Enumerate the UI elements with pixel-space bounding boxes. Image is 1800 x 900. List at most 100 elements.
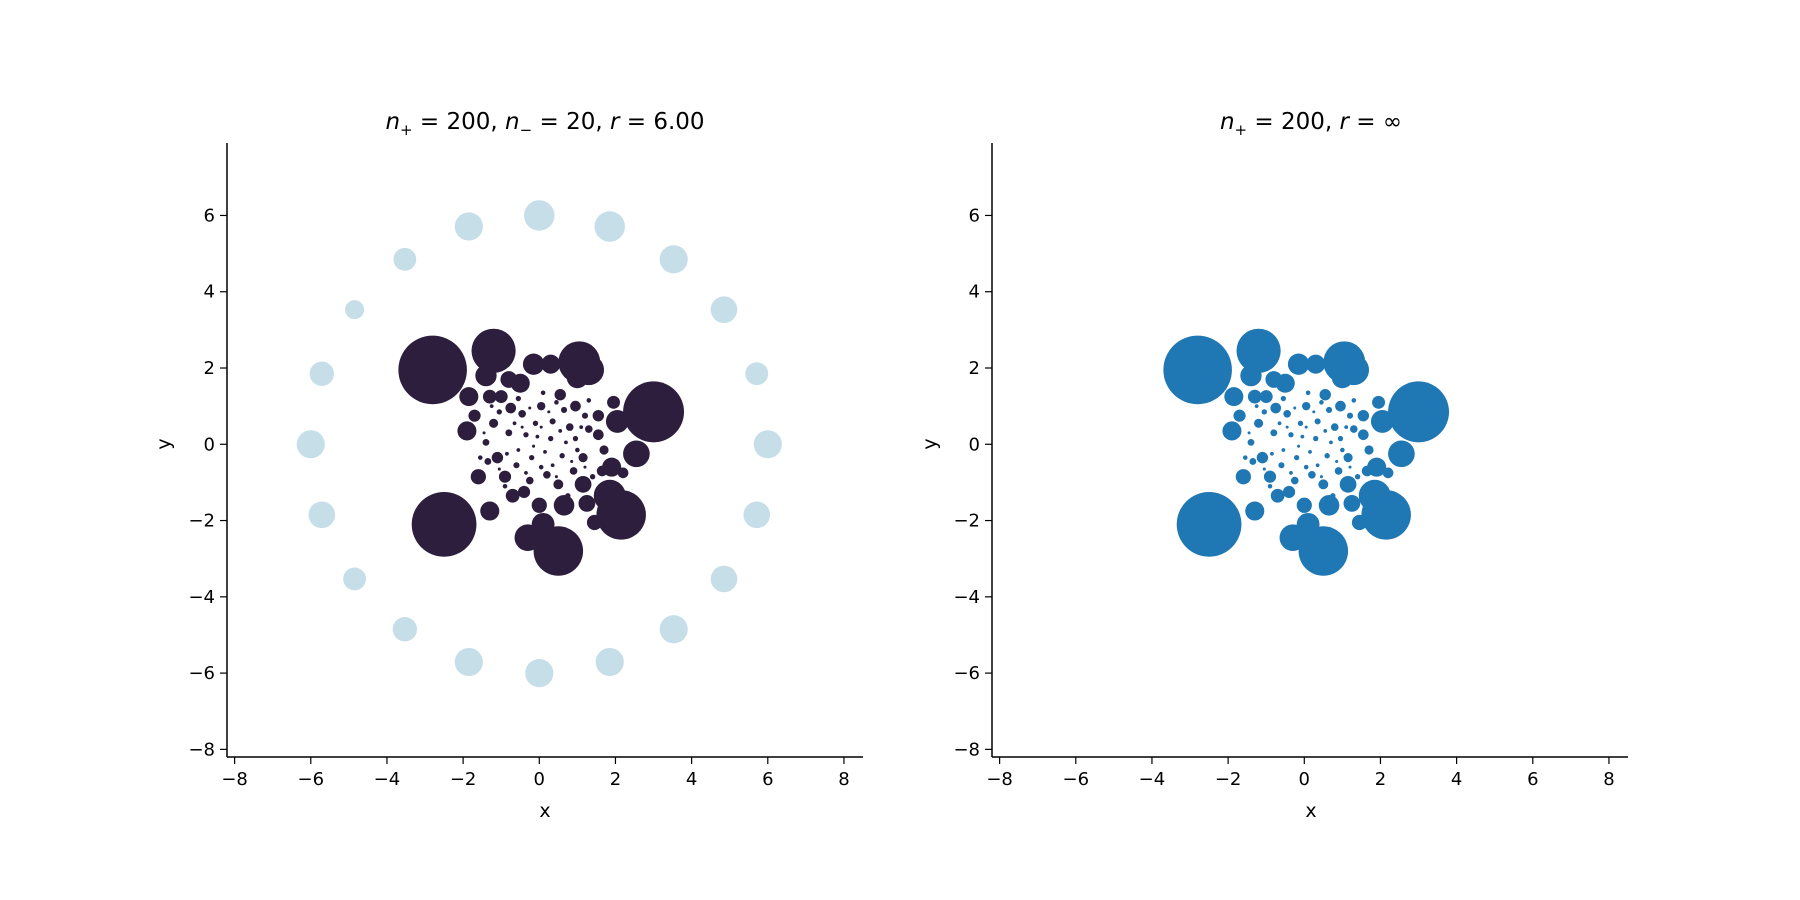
left-series1-point: [529, 454, 535, 461]
right-series0-point: [1319, 475, 1323, 479]
left-series1-point: [554, 475, 558, 479]
left-series1-point: [512, 421, 517, 426]
right-series0-point: [1281, 448, 1286, 452]
right-series0-point: [1305, 390, 1311, 396]
left-x-tick-label: −2: [450, 769, 477, 790]
right-series0-point: [1364, 445, 1374, 455]
left-series1-point: [398, 335, 467, 405]
left-series1-point: [505, 429, 513, 437]
left-series1-point: [565, 423, 574, 431]
right-x-tick-label: 8: [1603, 769, 1614, 790]
right-series0-point: [1388, 440, 1415, 468]
left-scatter-panel: −8 −6 −4 −2 0 2 4 6 8 −8 −6 −4 −2 0 2 4 6: [188, 143, 863, 790]
left-series1-point: [589, 474, 596, 480]
left-series1-point: [549, 418, 556, 425]
right-x-tick-label: −2: [1215, 769, 1242, 790]
left-series1-point: [541, 354, 561, 374]
left-series1-point: [553, 495, 575, 516]
left-series1-point: [578, 495, 596, 512]
left-series1-point: [623, 381, 685, 443]
left-series1-point: [489, 418, 499, 428]
left-series1-point: [475, 364, 497, 387]
right-x-tick-label: 0: [1299, 769, 1310, 790]
right-series0-point: [1318, 479, 1329, 490]
left-y-tick-label: −2: [188, 511, 215, 532]
left-series1-point: [607, 395, 621, 409]
left-series1-point: [498, 470, 512, 483]
left-series1-point: [505, 488, 520, 503]
left-series1-point: [520, 425, 524, 429]
right-series0-point: [1287, 353, 1310, 375]
right-series0-point: [1388, 381, 1450, 443]
right-series0-point: [1296, 497, 1312, 513]
right-y-tick-label: −6: [953, 663, 980, 684]
right-series0-point: [1289, 470, 1293, 475]
right-series0-point: [1357, 409, 1370, 422]
right-series0-point: [1343, 453, 1353, 463]
left-series1-point: [586, 398, 592, 403]
right-series0-point: [1314, 418, 1321, 425]
right-series0-point: [1323, 429, 1328, 433]
left-series1-point: [537, 401, 546, 411]
left-series1-point: [489, 404, 494, 409]
left-series1-point: [457, 421, 477, 441]
right-series0-point: [1247, 431, 1251, 435]
right-series0-point: [1344, 425, 1349, 430]
left-x-tick-label: 4: [686, 769, 697, 790]
left-series1-point: [505, 451, 509, 456]
left-series1-point: [593, 479, 626, 512]
left-series1-point: [523, 432, 529, 438]
right-x-tick-label: 4: [1451, 769, 1462, 790]
right-x-tick-label: 2: [1375, 769, 1386, 790]
left-series1-point: [505, 402, 517, 414]
right-series0-point: [1294, 454, 1300, 461]
left-series1-point: [482, 389, 497, 404]
right-series0-point: [1346, 412, 1354, 419]
right-y-tick-label: −8: [953, 739, 980, 760]
left-series1-point: [592, 409, 605, 422]
left-series0-point: [710, 565, 738, 593]
right-panel-title: n+ = 200, r = ∞: [1220, 109, 1402, 139]
left-series1-point: [482, 431, 486, 435]
right-series0-point: [1329, 440, 1333, 445]
left-series1-point: [570, 459, 574, 463]
right-series0-point: [1242, 455, 1248, 460]
left-series1-point: [569, 467, 578, 475]
left-series0-point: [753, 430, 782, 459]
right-y-tick-label: −2: [953, 511, 980, 532]
left-series1-point: [496, 409, 502, 415]
right-y-tick-label: 6: [969, 205, 980, 226]
left-series1-point: [515, 395, 522, 402]
left-series1-point: [559, 453, 565, 459]
left-series1-point: [531, 497, 547, 513]
left-series0-point: [524, 200, 555, 231]
right-series0-point: [1224, 387, 1244, 407]
right-series0-point: [1263, 470, 1277, 483]
left-series1-point: [566, 366, 589, 389]
left-series1-point: [574, 475, 592, 493]
right-series0-point: [1319, 400, 1324, 405]
left-series1-point: [491, 451, 504, 464]
left-series0-point: [393, 247, 417, 271]
left-series0-point: [743, 501, 771, 529]
left-series1-point: [575, 447, 580, 453]
left-series1-point: [482, 438, 490, 446]
left-series0-point: [594, 211, 625, 242]
right-series0-point: [1361, 465, 1373, 477]
right-series0-point: [1297, 420, 1304, 426]
right-series0-point: [1324, 453, 1330, 459]
left-series1-point: [525, 476, 534, 485]
left-series1-point: [411, 492, 477, 557]
right-series0-point: [1280, 395, 1287, 402]
left-series1-point: [584, 425, 593, 433]
right-y-tick-label: −4: [953, 587, 980, 608]
left-series0-point: [454, 212, 483, 241]
left-series1-point: [592, 429, 604, 441]
right-series0-point: [1285, 425, 1289, 429]
right-series0-point: [1270, 488, 1285, 503]
right-series0-point: [1296, 512, 1320, 536]
right-series0-point: [1298, 526, 1349, 576]
left-series1-point: [596, 465, 608, 477]
left-series1-point: [459, 387, 479, 407]
right-y-tick-label: 2: [969, 358, 980, 379]
